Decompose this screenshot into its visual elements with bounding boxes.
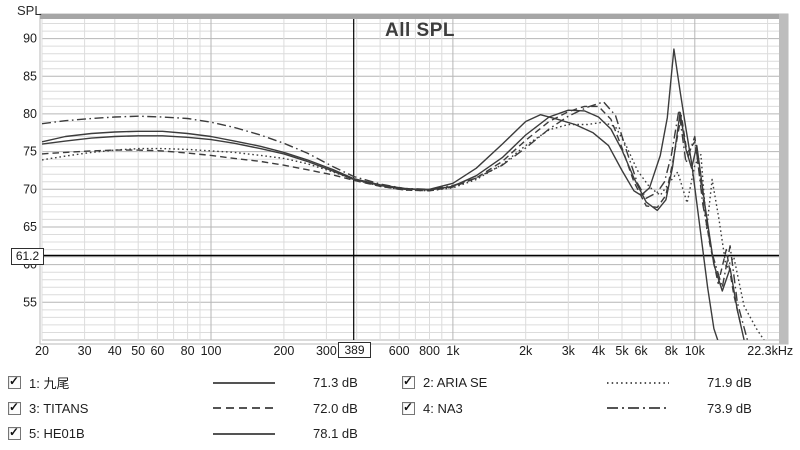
series-name-label: 2: ARIA SE [423,375,488,391]
checkmark-icon: ✓ [9,374,20,389]
series-name-label: 4: NA3 [423,400,463,416]
legend-item-1: ✓ 1: 九尾 71.3 dB [8,370,402,396]
svg-text:22.3kHz: 22.3kHz [747,344,793,358]
plot-frame-right [779,14,788,344]
svg-text:60: 60 [150,344,164,358]
line-style-sample-dashed [213,407,275,410]
curve-series-4 [42,101,749,340]
svg-text:300: 300 [316,344,337,358]
svg-text:1k: 1k [446,344,460,358]
grid-lines [41,19,779,341]
chart-title: All SPL [384,20,455,41]
series-name-label: 1: 九尾 [29,376,70,392]
svg-text:55: 55 [23,295,37,309]
svg-text:90: 90 [23,32,37,46]
cursor-spl-value-box: 61.2 [11,248,44,265]
legend-item-4: ✓ 4: NA3 73.9 dB [402,396,796,422]
axis-tick-labels: 9085807570656055203040506080100200300600… [23,32,793,358]
y-axis-title: SPL [17,3,42,18]
series-name-label: 5: HE01B [29,426,85,442]
svg-text:80: 80 [23,107,37,121]
svg-text:5k: 5k [615,344,629,358]
svg-text:4k: 4k [592,344,606,358]
cursor-frequency-value-box: 389 [338,342,371,358]
checkmark-icon: ✓ [9,399,20,414]
series-4-checkbox[interactable]: ✓ [402,399,415,415]
checkmark-icon: ✓ [403,374,414,389]
series-average-level: 73.9 dB [707,400,752,416]
svg-text:10k: 10k [685,344,706,358]
svg-text:40: 40 [108,344,122,358]
svg-text:50: 50 [131,344,145,358]
plot-area[interactable] [42,19,779,340]
svg-text:3k: 3k [562,344,576,358]
line-style-sample-solid [213,433,275,435]
series-3-checkbox[interactable]: ✓ [8,399,21,415]
frequency-curves [42,48,765,340]
svg-text:85: 85 [23,69,37,83]
svg-text:600: 600 [389,344,410,358]
svg-text:20: 20 [35,344,49,358]
line-style-sample-dotted [607,381,669,384]
series-average-level: 71.9 dB [707,375,752,391]
checkmark-icon: ✓ [403,399,414,414]
checkmark-icon: ✓ [9,425,20,440]
svg-text:80: 80 [181,344,195,358]
series-average-level: 78.1 dB [313,426,358,442]
svg-text:100: 100 [201,344,222,358]
spl-frequency-graph: 9085807570656055203040506080100200300600… [23,13,793,358]
legend-item-5: ✓ 5: HE01B 78.1 dB [8,421,402,447]
series-name-label: 3: TITANS [29,400,89,416]
svg-text:65: 65 [23,220,37,234]
line-style-sample-dash-dot [607,407,669,410]
series-5-checkbox[interactable]: ✓ [8,425,21,441]
legend-item-2: ✓ 2: ARIA SE 71.9 dB [402,370,796,396]
svg-text:2k: 2k [519,344,533,358]
series-average-level: 72.0 dB [313,400,358,416]
series-2-checkbox[interactable]: ✓ [402,374,415,390]
svg-text:800: 800 [419,344,440,358]
series-average-level: 71.3 dB [313,375,358,391]
measurement-legend: ✓ 1: 九尾 71.3 dB ✓ 2: ARIA SE 71.9 dB ✓ 3: TITAN… [8,370,798,447]
svg-text:70: 70 [23,182,37,196]
plot-frame-top [40,14,788,19]
svg-text:8k: 8k [665,344,679,358]
svg-text:75: 75 [23,145,37,159]
svg-text:30: 30 [78,344,92,358]
svg-text:200: 200 [273,344,294,358]
legend-item-3: ✓ 3: TITANS 72.0 dB [8,396,402,422]
curve-series-5 [42,48,719,340]
series-1-checkbox[interactable]: ✓ [8,374,21,390]
svg-text:6k: 6k [634,344,648,358]
line-style-sample-solid [213,381,275,384]
